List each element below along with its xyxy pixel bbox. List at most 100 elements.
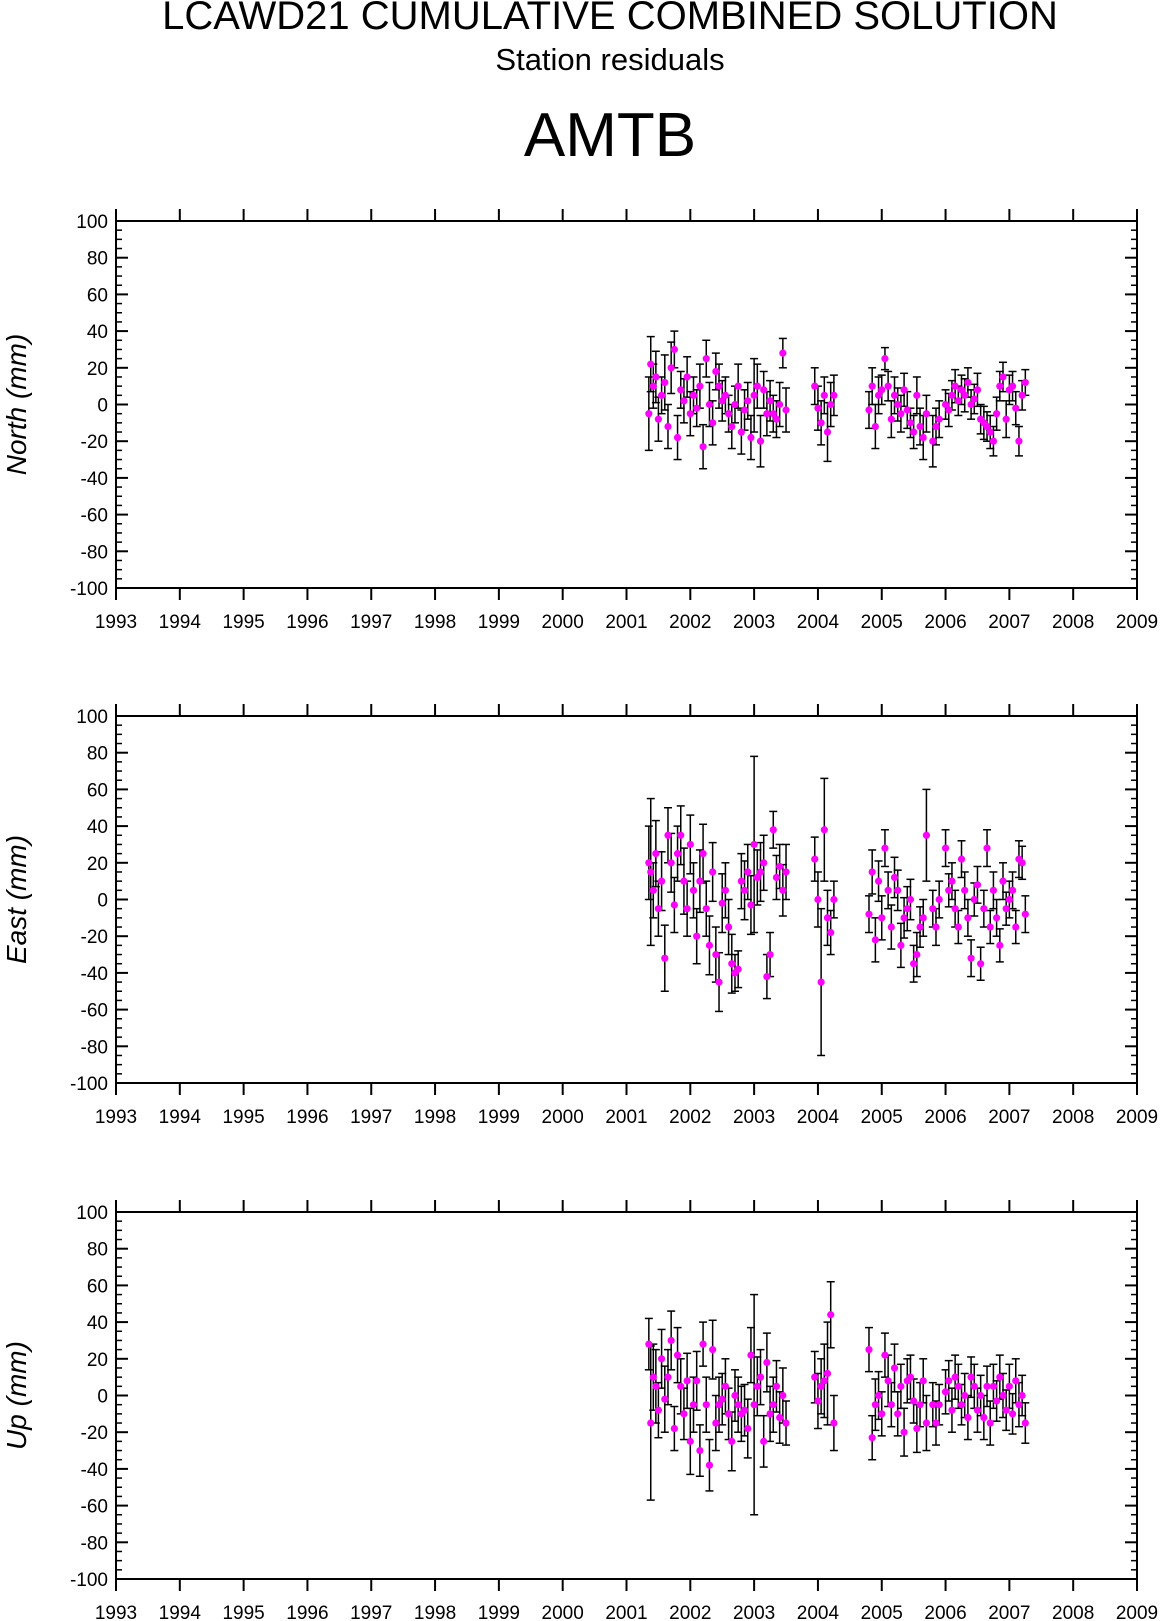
data-point xyxy=(731,400,739,409)
x-tick-label: 2007 xyxy=(988,1603,1030,1621)
data-point xyxy=(964,378,972,387)
data-point xyxy=(769,826,777,834)
data-point xyxy=(657,1355,666,1363)
data-point xyxy=(820,391,828,399)
data-point xyxy=(935,895,943,904)
data-point xyxy=(1008,886,1017,894)
data-point xyxy=(657,391,666,399)
data-point xyxy=(734,965,742,973)
data-point xyxy=(929,437,937,445)
y-tick-label: -100 xyxy=(70,579,108,600)
y-tick-label: -40 xyxy=(81,1460,108,1481)
x-tick-label: 1995 xyxy=(222,1107,264,1128)
data-point xyxy=(900,1428,908,1436)
data-point xyxy=(657,877,666,885)
data-point xyxy=(673,850,682,858)
data-point xyxy=(645,1340,653,1348)
data-point xyxy=(827,400,835,409)
data-point xyxy=(919,914,927,922)
data-point xyxy=(667,364,675,372)
data-point xyxy=(1002,1406,1010,1414)
data-point xyxy=(1018,859,1026,867)
x-tick-label: 2002 xyxy=(669,1107,711,1128)
data-point xyxy=(977,1391,985,1400)
x-tick-label: 2000 xyxy=(542,1603,584,1621)
data-point xyxy=(874,391,883,399)
x-tick-label: 1997 xyxy=(350,1107,392,1128)
data-point xyxy=(970,895,978,904)
data-point xyxy=(699,850,707,858)
data-point xyxy=(1015,1401,1023,1409)
data-point xyxy=(830,1419,838,1427)
data-point xyxy=(1008,1410,1017,1418)
data-point xyxy=(948,877,956,885)
data-point xyxy=(647,1419,655,1427)
x-tick-label: 1997 xyxy=(350,1603,392,1621)
data-point xyxy=(874,877,883,885)
x-tick-label: 2009 xyxy=(1116,1603,1158,1621)
data-point xyxy=(721,391,730,399)
data-point xyxy=(750,1401,758,1409)
data-point xyxy=(823,1369,832,1378)
data-point xyxy=(776,862,784,871)
data-point xyxy=(817,1382,825,1390)
data-point xyxy=(986,428,994,436)
y-tick-label: 20 xyxy=(87,854,108,875)
data-point xyxy=(652,850,660,858)
data-point xyxy=(983,844,991,852)
data-point xyxy=(721,1382,730,1390)
data-point xyxy=(887,923,895,931)
x-tick-label: 2006 xyxy=(924,612,966,633)
data-point xyxy=(878,914,886,922)
x-tick-label: 1998 xyxy=(414,612,456,633)
data-point xyxy=(705,1461,714,1469)
data-point xyxy=(910,1397,918,1405)
y-tick-label: -100 xyxy=(70,1570,108,1591)
data-point xyxy=(680,877,688,885)
data-point xyxy=(782,406,790,414)
data-point xyxy=(830,391,838,399)
data-point xyxy=(1021,1419,1029,1427)
data-point xyxy=(986,1419,994,1427)
data-point xyxy=(734,1401,742,1409)
data-point xyxy=(941,844,950,852)
data-point xyxy=(747,1351,755,1359)
data-point xyxy=(961,886,969,894)
data-point xyxy=(715,978,723,986)
data-point xyxy=(712,950,720,959)
x-tick-label: 2004 xyxy=(797,1107,840,1128)
data-point xyxy=(766,397,774,405)
data-point xyxy=(970,1382,978,1390)
data-point xyxy=(986,923,994,931)
data-point xyxy=(973,1406,982,1414)
x-tick-label: 2008 xyxy=(1052,1603,1094,1621)
data-point xyxy=(948,391,956,399)
data-point xyxy=(929,905,937,913)
y-tick-label: 0 xyxy=(97,1387,108,1408)
data-point xyxy=(970,395,978,403)
data-point xyxy=(964,914,972,922)
data-point xyxy=(705,941,714,949)
data-point xyxy=(913,1424,921,1433)
data-point xyxy=(776,400,784,409)
data-point xyxy=(750,840,758,849)
y-tick-label: 80 xyxy=(87,249,108,270)
x-tick-label: 2009 xyxy=(1116,612,1158,633)
data-point xyxy=(689,391,698,399)
data-point xyxy=(718,397,726,405)
data-point xyxy=(945,1377,953,1385)
x-tick-label: 2007 xyxy=(988,1107,1030,1128)
x-tick-label: 1996 xyxy=(286,612,328,633)
data-point xyxy=(654,1406,663,1414)
data-point xyxy=(715,382,723,390)
data-point xyxy=(881,355,889,363)
x-tick-label: 2001 xyxy=(605,612,647,633)
data-point xyxy=(878,386,886,394)
y-tick-label: -40 xyxy=(81,469,108,490)
data-point xyxy=(890,1364,899,1372)
data-point xyxy=(779,886,787,894)
data-point xyxy=(865,910,873,918)
data-point xyxy=(1012,404,1020,412)
data-point xyxy=(814,1397,822,1405)
panel-1: 100 80 60 40 20 0 -20 -40 -60 -80 -100 1993 1994 1995… xyxy=(1,209,1158,633)
